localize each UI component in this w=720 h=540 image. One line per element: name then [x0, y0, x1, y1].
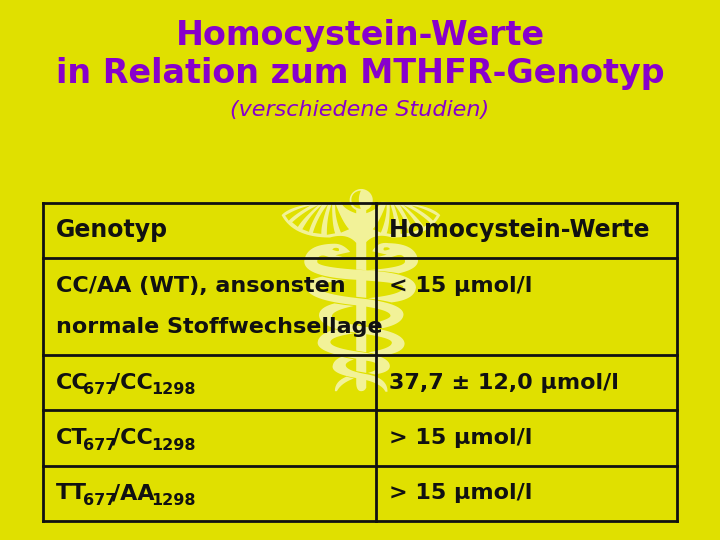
- Text: < 15 μmol/l: < 15 μmol/l: [389, 276, 532, 296]
- Text: /AA: /AA: [112, 483, 154, 503]
- Text: /CC: /CC: [112, 373, 153, 393]
- Text: Homocystein-Werte: Homocystein-Werte: [389, 218, 650, 242]
- Text: (verschiedene Studien): (verschiedene Studien): [230, 100, 490, 120]
- Text: 1298: 1298: [152, 382, 196, 397]
- Text: 677: 677: [83, 493, 116, 508]
- Text: Genotyp: Genotyp: [56, 218, 168, 242]
- Text: CT: CT: [56, 428, 88, 448]
- Text: > 15 μmol/l: > 15 μmol/l: [389, 428, 532, 448]
- Text: 37,7 ± 12,0 μmol/l: 37,7 ± 12,0 μmol/l: [389, 373, 618, 393]
- Text: 1298: 1298: [152, 493, 196, 508]
- Text: 677: 677: [83, 437, 116, 453]
- Text: CC: CC: [56, 373, 89, 393]
- Text: 1298: 1298: [152, 437, 196, 453]
- Text: ☤: ☤: [267, 178, 453, 448]
- Text: 677: 677: [83, 382, 116, 397]
- Text: /CC: /CC: [112, 428, 153, 448]
- Text: normale Stoffwechsellage: normale Stoffwechsellage: [56, 317, 383, 337]
- Text: TT: TT: [56, 483, 87, 503]
- Text: Homocystein-Werte: Homocystein-Werte: [176, 19, 544, 52]
- Text: CC/AA (WT), ansonsten: CC/AA (WT), ansonsten: [56, 276, 346, 296]
- Text: > 15 μmol/l: > 15 μmol/l: [389, 483, 532, 503]
- Text: in Relation zum MTHFR-Genotyp: in Relation zum MTHFR-Genotyp: [55, 57, 665, 90]
